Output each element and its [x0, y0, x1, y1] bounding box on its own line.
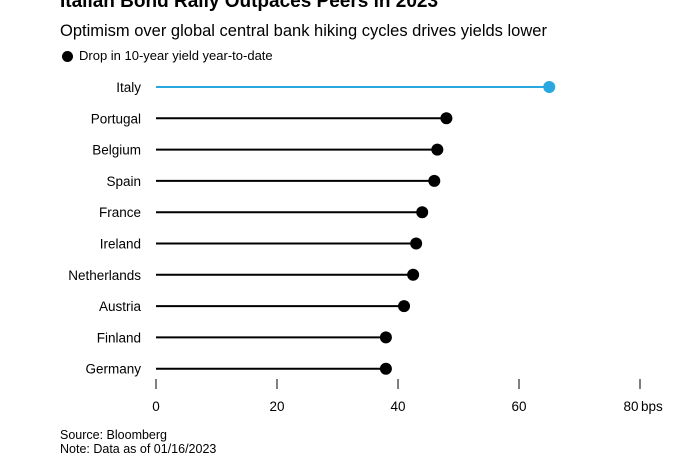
lollipop-dot-spain — [428, 174, 441, 187]
lollipop-dot-italy — [543, 81, 556, 93]
category-label-germany: Germany — [85, 362, 141, 377]
category-label-portugal: Portugal — [91, 111, 141, 126]
lollipop-dot-finland — [379, 331, 392, 344]
category-label-italy: Italy — [116, 80, 141, 95]
category-label-austria: Austria — [99, 299, 142, 314]
x-tick-label: 40 — [390, 399, 405, 414]
category-label-spain: Spain — [106, 174, 141, 189]
category-label-belgium: Belgium — [92, 143, 141, 158]
lollipop-chart: Italy Portugal Belgium Spain France Ireland Ne… — [68, 80, 663, 414]
lollipop-dot-france — [416, 206, 429, 219]
x-tick-label: 60 — [511, 399, 526, 414]
footnotes: Source: Bloomberg Note: Data as of 01/16… — [60, 428, 216, 456]
lollipop-dot-portugal — [440, 112, 453, 125]
category-label-ireland: Ireland — [100, 237, 141, 252]
chart-title: Italian Bond Rally Outpaces Peers in 202… — [60, 0, 439, 12]
lollipop-dot-germany — [379, 362, 392, 375]
legend: Drop in 10-year yield year-to-date — [60, 48, 273, 64]
lollipop-dot-austria — [398, 300, 411, 313]
x-tick-label: 0 — [152, 399, 160, 414]
x-axis-unit: bps — [641, 399, 663, 414]
legend-label: Drop in 10-year yield year-to-date — [79, 48, 273, 63]
chart-subtitle: Optimism over global central bank hiking… — [60, 22, 547, 40]
lollipop-dot-netherlands — [407, 268, 420, 281]
category-label-france: France — [99, 205, 141, 220]
x-tick-label: 80 — [623, 399, 638, 414]
legend-dot-icon — [62, 50, 73, 62]
source-note: Source: Bloomberg — [60, 428, 168, 442]
data-date-note: Note: Data as of 01/16/2023 — [60, 442, 217, 456]
category-label-netherlands: Netherlands — [68, 268, 141, 283]
x-tick-label: 20 — [269, 399, 284, 414]
lollipop-dot-ireland — [410, 237, 423, 250]
lollipop-dot-belgium — [431, 143, 444, 156]
category-label-finland: Finland — [97, 330, 141, 345]
